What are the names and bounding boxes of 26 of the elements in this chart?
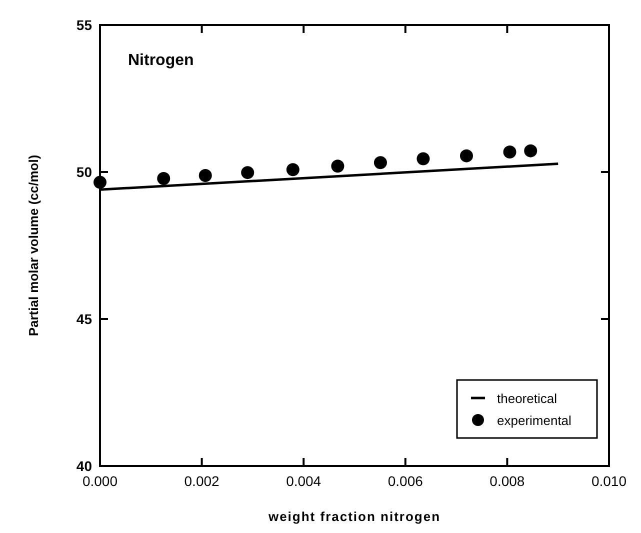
x-axis-title: weight fraction nitrogen <box>267 509 441 524</box>
x-tick-label: 0.004 <box>286 473 322 489</box>
point <box>331 160 344 173</box>
point <box>241 166 254 180</box>
x-tick-label: 0.006 <box>388 473 424 489</box>
point <box>198 169 212 182</box>
y-tick-label: 50 <box>76 164 92 180</box>
point <box>286 163 300 176</box>
point <box>374 156 387 170</box>
point <box>416 152 430 166</box>
x-tick-label: 0.010 <box>591 473 627 489</box>
y-axis-title: Partial molar volume (cc/mol) <box>26 154 41 336</box>
y-tick-label: 40 <box>76 458 92 474</box>
x-tick-label: 0.002 <box>184 473 220 489</box>
legend-label: theoretical <box>497 391 558 406</box>
point <box>524 144 538 158</box>
point <box>460 149 473 162</box>
x-tick-label: 0.008 <box>490 473 525 489</box>
y-tick-label: 45 <box>76 311 92 327</box>
x-tick-label: 0.000 <box>82 473 118 489</box>
annotation: Nitrogen <box>128 52 194 69</box>
point <box>503 146 516 159</box>
point <box>94 176 106 189</box>
point <box>157 172 170 185</box>
y-tick-label: 55 <box>76 17 92 33</box>
legend-label: experimental <box>497 413 572 428</box>
